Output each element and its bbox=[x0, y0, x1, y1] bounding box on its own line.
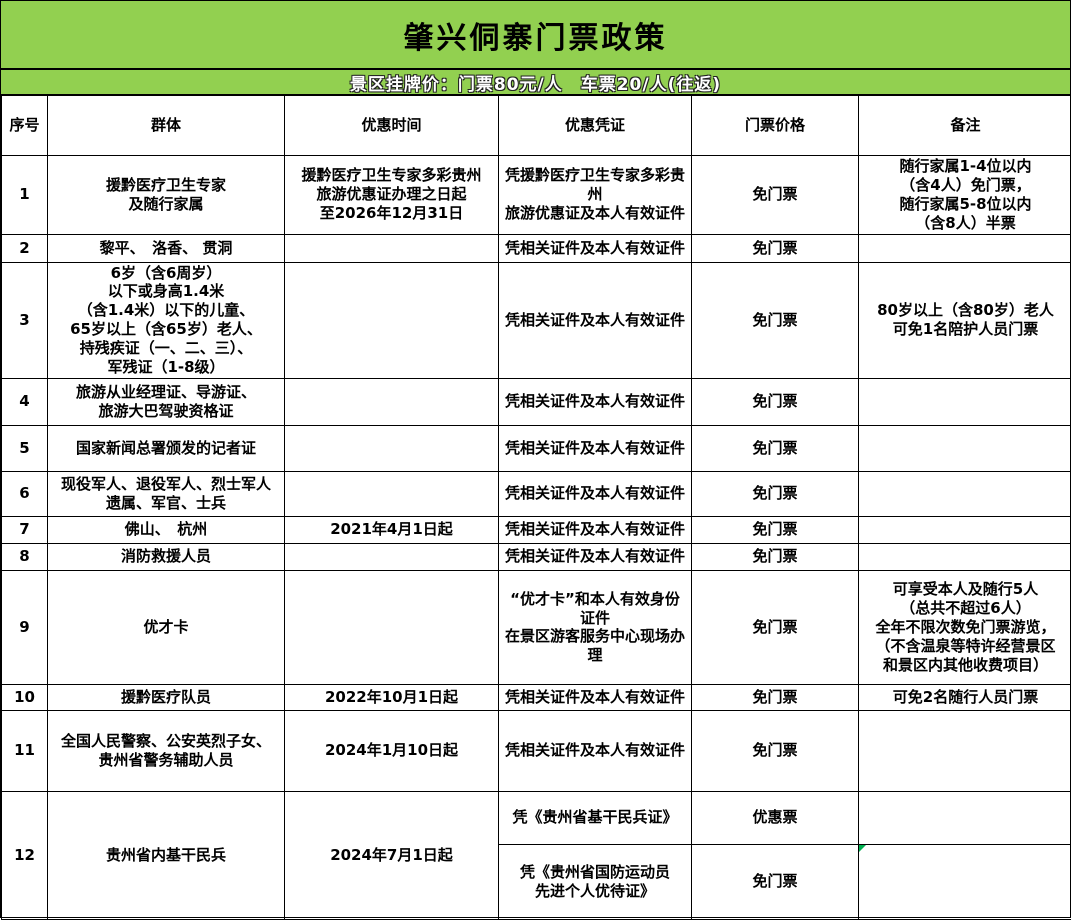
cell-no: 4 bbox=[2, 378, 48, 425]
cell-group: 6岁（含6周岁） 以下或身高1.4米 （含1.4米）以下的儿童、 65岁以上（含… bbox=[48, 262, 285, 378]
cell-price: 免门票 bbox=[692, 262, 859, 378]
table-row: 10 援黔医疗队员 2022年10月1日起 凭相关证件及本人有效证件 免门票 可… bbox=[2, 684, 1071, 710]
cell-note bbox=[859, 378, 1071, 425]
cell-time: 2024年1月10日起 bbox=[285, 710, 499, 791]
cell-flag-triangle-icon bbox=[859, 845, 866, 852]
cell-price: 免门票 bbox=[692, 378, 859, 425]
cell-no: 1 bbox=[2, 156, 48, 235]
cell-price: 免门票 bbox=[692, 234, 859, 262]
cell-note bbox=[859, 425, 1071, 471]
cell-no: 12 bbox=[2, 791, 48, 919]
cell-cert: 凭相关证件及本人有效证件 bbox=[499, 516, 692, 543]
table-row: 11 全国人民警察、公安英烈子女、 贵州省警务辅助人员 2024年1月10日起 … bbox=[2, 710, 1071, 791]
cell-note bbox=[859, 516, 1071, 543]
policy-table: 序号 群体 优惠时间 优惠凭证 门票价格 备注 1 援黔医疗卫生专家 及随行家属… bbox=[1, 95, 1071, 920]
price-banner: 景区挂牌价：门票80元/人 车票20/人(往返) bbox=[1, 70, 1070, 95]
col-header-cert: 优惠凭证 bbox=[499, 96, 692, 156]
cell-no: 6 bbox=[2, 471, 48, 516]
cell-no: 8 bbox=[2, 543, 48, 570]
cell-group: 现役军人、退役军人、烈士军人 遗属、军官、士兵 bbox=[48, 471, 285, 516]
cell-no: 3 bbox=[2, 262, 48, 378]
cell-price: 免门票 bbox=[692, 543, 859, 570]
cell-price: 优惠票 bbox=[692, 791, 859, 844]
cell-group: 国家新闻总署颁发的记者证 bbox=[48, 425, 285, 471]
cell-no: 7 bbox=[2, 516, 48, 543]
cell-time bbox=[285, 234, 499, 262]
cell-no: 2 bbox=[2, 234, 48, 262]
table-row: 7 佛山、 杭州 2021年4月1日起 凭相关证件及本人有效证件 免门票 bbox=[2, 516, 1071, 543]
cell-time: 2022年10月1日起 bbox=[285, 684, 499, 710]
table-row: 3 6岁（含6周岁） 以下或身高1.4米 （含1.4米）以下的儿童、 65岁以上… bbox=[2, 262, 1071, 378]
cell-note bbox=[859, 844, 1071, 919]
header-row: 序号 群体 优惠时间 优惠凭证 门票价格 备注 bbox=[2, 96, 1071, 156]
col-header-note: 备注 bbox=[859, 96, 1071, 156]
page-title: 肇兴侗寨门票政策 bbox=[1, 1, 1070, 70]
cell-no: 11 bbox=[2, 710, 48, 791]
col-header-price: 门票价格 bbox=[692, 96, 859, 156]
cell-group: 援黔医疗卫生专家 及随行家属 bbox=[48, 156, 285, 235]
cell-note bbox=[859, 234, 1071, 262]
cell-no: 9 bbox=[2, 570, 48, 684]
table-row: 4 旅游从业经理证、导游证、 旅游大巴驾驶资格证 凭相关证件及本人有效证件 免门… bbox=[2, 378, 1071, 425]
cell-time bbox=[285, 570, 499, 684]
cell-price: 免门票 bbox=[692, 570, 859, 684]
cell-group: 旅游从业经理证、导游证、 旅游大巴驾驶资格证 bbox=[48, 378, 285, 425]
cell-group: 消防救援人员 bbox=[48, 543, 285, 570]
cell-time bbox=[285, 262, 499, 378]
cell-note: 可享受本人及随行5人 （总共不超过6人） 全年不限次数免门票游览， （不含温泉等… bbox=[859, 570, 1071, 684]
cell-cert: “优才卡”和本人有效身份 证件 在景区游客服务中心现场办 理 bbox=[499, 570, 692, 684]
cell-note: 随行家属1-4位以内 （含4人）免门票， 随行家属5-8位以内 （含8人）半票 bbox=[859, 156, 1071, 235]
cell-time bbox=[285, 378, 499, 425]
cell-cert: 凭相关证件及本人有效证件 bbox=[499, 234, 692, 262]
col-header-group: 群体 bbox=[48, 96, 285, 156]
cell-cert: 凭相关证件及本人有效证件 bbox=[499, 425, 692, 471]
cell-cert: 凭援黔医疗卫生专家多彩贵 州 旅游优惠证及本人有效证件 bbox=[499, 156, 692, 235]
cell-note bbox=[859, 791, 1071, 844]
cell-no: 10 bbox=[2, 684, 48, 710]
table-row: 8 消防救援人员 凭相关证件及本人有效证件 免门票 bbox=[2, 543, 1071, 570]
cell-group: 优才卡 bbox=[48, 570, 285, 684]
cell-cert: 凭相关证件及本人有效证件 bbox=[499, 262, 692, 378]
cell-price: 免门票 bbox=[692, 710, 859, 791]
cell-group: 黎平、 洛香、 贯洞 bbox=[48, 234, 285, 262]
cell-time: 2024年7月1日起 bbox=[285, 791, 499, 919]
cell-price: 免门票 bbox=[692, 471, 859, 516]
cell-note bbox=[859, 710, 1071, 791]
cell-time bbox=[285, 543, 499, 570]
cell-time: 援黔医疗卫生专家多彩贵州 旅游优惠证办理之日起 至2026年12月31日 bbox=[285, 156, 499, 235]
table-row: 6 现役军人、退役军人、烈士军人 遗属、军官、士兵 凭相关证件及本人有效证件 免… bbox=[2, 471, 1071, 516]
cell-time bbox=[285, 425, 499, 471]
table-row: 9 优才卡 “优才卡”和本人有效身份 证件 在景区游客服务中心现场办 理 免门票… bbox=[2, 570, 1071, 684]
table-row: 5 国家新闻总署颁发的记者证 凭相关证件及本人有效证件 免门票 bbox=[2, 425, 1071, 471]
cell-note: 可免2名随行人员门票 bbox=[859, 684, 1071, 710]
cell-cert: 凭相关证件及本人有效证件 bbox=[499, 378, 692, 425]
cell-cert: 凭《贵州省国防运动员 先进个人优待证》 bbox=[499, 844, 692, 919]
col-header-time: 优惠时间 bbox=[285, 96, 499, 156]
cell-note bbox=[859, 471, 1071, 516]
table-row: 2 黎平、 洛香、 贯洞 凭相关证件及本人有效证件 免门票 bbox=[2, 234, 1071, 262]
cell-price: 免门票 bbox=[692, 425, 859, 471]
cell-group: 全国人民警察、公安英烈子女、 贵州省警务辅助人员 bbox=[48, 710, 285, 791]
cell-cert: 凭相关证件及本人有效证件 bbox=[499, 710, 692, 791]
cell-note bbox=[859, 543, 1071, 570]
cell-group: 援黔医疗队员 bbox=[48, 684, 285, 710]
cell-price: 免门票 bbox=[692, 516, 859, 543]
cell-no: 5 bbox=[2, 425, 48, 471]
table-row: 1 援黔医疗卫生专家 及随行家属 援黔医疗卫生专家多彩贵州 旅游优惠证办理之日起… bbox=[2, 156, 1071, 235]
cell-time: 2021年4月1日起 bbox=[285, 516, 499, 543]
cell-price: 免门票 bbox=[692, 684, 859, 710]
cell-group: 贵州省内基干民兵 bbox=[48, 791, 285, 919]
cell-note: 80岁以上（含80岁）老人 可免1名陪护人员门票 bbox=[859, 262, 1071, 378]
col-header-no: 序号 bbox=[2, 96, 48, 156]
cell-time bbox=[285, 471, 499, 516]
cell-group: 佛山、 杭州 bbox=[48, 516, 285, 543]
cell-price: 免门票 bbox=[692, 844, 859, 919]
cell-cert: 凭相关证件及本人有效证件 bbox=[499, 543, 692, 570]
cell-cert: 凭相关证件及本人有效证件 bbox=[499, 471, 692, 516]
cell-price: 免门票 bbox=[692, 156, 859, 235]
table-row: 12 贵州省内基干民兵 2024年7月1日起 凭《贵州省基干民兵证》 优惠票 bbox=[2, 791, 1071, 844]
cell-cert: 凭相关证件及本人有效证件 bbox=[499, 684, 692, 710]
cell-cert: 凭《贵州省基干民兵证》 bbox=[499, 791, 692, 844]
